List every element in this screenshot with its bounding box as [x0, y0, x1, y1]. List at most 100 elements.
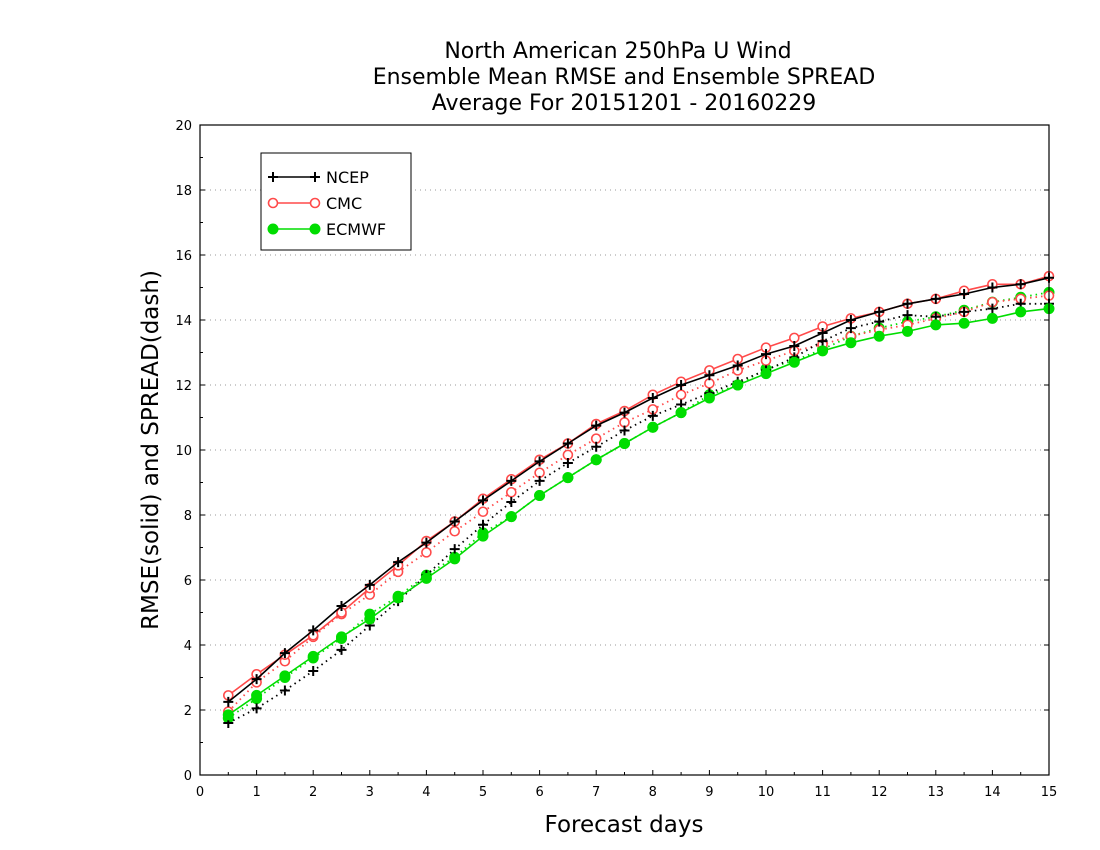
- ecmwf-rmse-point: [873, 330, 885, 342]
- ncep-rmse-point: [874, 306, 885, 317]
- cmc-spread-point: [477, 506, 489, 518]
- chart-title: North American 250hPa U Wind Ensemble Me…: [373, 39, 876, 116]
- ecmwf-rmse-point: [449, 553, 461, 565]
- ecmwf-rmse-point: [590, 454, 602, 466]
- ncep-rmse-point: [336, 601, 347, 611]
- ncep-rmse-point: [817, 328, 828, 338]
- x-tick-label-9: 9: [705, 785, 713, 800]
- legend-label-ncep: NCEP: [326, 168, 369, 187]
- ncep-spread-point: [534, 475, 545, 486]
- ncep-spread-point: [506, 497, 517, 507]
- y-axis-label: RMSE(solid) and SPREAD(dash): [138, 270, 164, 630]
- ncep-spread-point: [478, 519, 488, 530]
- cmc-rmse-line: [227, 275, 1050, 697]
- ncep-rmse-point: [308, 625, 319, 636]
- series-ecmwf-rmse: [222, 303, 1055, 721]
- y-tick-label-4: 4: [184, 639, 192, 654]
- ecmwf-rmse-point: [562, 472, 574, 484]
- ncep-spread-line: [227, 302, 1049, 724]
- ncep-rmse-point: [449, 516, 460, 527]
- ecmwf-rmse-point: [958, 317, 970, 329]
- y-tick-label-20: 20: [175, 119, 192, 134]
- ecmwf-rmse-point: [817, 345, 829, 357]
- ecmwf-spread-line: [227, 291, 1050, 719]
- ecmwf-rmse-point: [420, 572, 432, 584]
- ncep-rmse-point: [902, 298, 913, 309]
- cmc-spread-line: [227, 294, 1050, 713]
- x-tick-label-13: 13: [928, 785, 945, 800]
- x-tick-label-0: 0: [196, 785, 204, 800]
- ecmwf-rmse-point: [986, 312, 998, 324]
- ncep-rmse-point: [506, 475, 517, 486]
- ncep-rmse-point: [930, 293, 941, 304]
- y-tick-label-6: 6: [184, 574, 192, 589]
- y-tick-label-10: 10: [175, 444, 192, 459]
- chart-title-line-2: Ensemble Mean RMSE and Ensemble SPREAD: [373, 65, 876, 90]
- ncep-rmse-point: [761, 349, 771, 360]
- ecmwf-rmse-point: [364, 613, 376, 625]
- x-tick-label-5: 5: [479, 785, 487, 800]
- y-tick-label-14: 14: [175, 314, 192, 329]
- ecmwf-rmse-point: [336, 631, 347, 643]
- legend-marker-ncep: [268, 172, 278, 182]
- ecmwf-rmse-point: [647, 421, 659, 433]
- series-layer: [222, 270, 1055, 728]
- legend-marker-ncep: [310, 172, 320, 182]
- x-tick-label-15: 15: [1041, 785, 1058, 800]
- legend-box: [260, 152, 412, 251]
- ncep-rmse-point: [393, 557, 404, 568]
- x-tick-label-11: 11: [814, 785, 831, 800]
- x-tick-label-1: 1: [252, 785, 260, 800]
- legend-marker-ecmwf: [309, 223, 321, 235]
- ncep-spread-point: [279, 685, 290, 696]
- ncep-spread-point: [959, 306, 970, 317]
- ncep-rmse-point: [1015, 279, 1026, 290]
- y-tick-label-18: 18: [175, 184, 192, 199]
- ncep-rmse-point: [959, 289, 970, 299]
- legend-item-cmc: CMC: [267, 194, 362, 213]
- cmc-spread-point: [421, 547, 432, 558]
- ncep-rmse-line: [227, 277, 1050, 703]
- ncep-rmse-point: [987, 282, 998, 293]
- ecmwf-rmse-point: [760, 368, 772, 380]
- chart-title-line-1: North American 250hPa U Wind: [444, 39, 791, 64]
- ncep-spread-point: [647, 410, 658, 421]
- x-tick-label-4: 4: [422, 785, 430, 800]
- ecmwf-rmse-point: [307, 650, 319, 662]
- x-tick-label-2: 2: [309, 785, 317, 800]
- x-tick-label-7: 7: [592, 785, 600, 800]
- x-tick-label-3: 3: [366, 785, 374, 800]
- ncep-rmse-point: [364, 579, 375, 590]
- ecmwf-rmse-point: [1015, 306, 1027, 318]
- ncep-rmse-point: [619, 407, 630, 418]
- ecmwf-rmse-point: [477, 530, 489, 542]
- cmc-spread-point: [505, 486, 517, 498]
- ecmwf-rmse-point: [675, 407, 687, 419]
- ncep-rmse-point: [421, 537, 432, 548]
- x-tick-label-6: 6: [535, 785, 543, 800]
- ncep-spread-point: [987, 303, 998, 314]
- ecmwf-rmse-point: [251, 689, 263, 701]
- ncep-spread-point: [308, 666, 319, 676]
- ecmwf-rmse-line: [227, 307, 1050, 716]
- ncep-rmse-point: [478, 495, 488, 506]
- ecmwf-rmse-point: [902, 325, 913, 337]
- ncep-spread-point: [449, 544, 460, 555]
- ncep-spread-point: [902, 310, 913, 321]
- ncep-rmse-point: [251, 674, 262, 685]
- ecmwf-rmse-point: [845, 337, 857, 349]
- ecmwf-rmse-point: [788, 356, 800, 368]
- x-axis-label: Forecast days: [545, 812, 704, 838]
- y-tick-label-8: 8: [184, 509, 192, 524]
- ecmwf-rmse-point: [222, 709, 234, 721]
- chart-title-line-3: Average For 20151201 - 20160229: [432, 91, 817, 116]
- ncep-rmse-point: [562, 438, 573, 449]
- x-tick-label-14: 14: [984, 785, 1001, 800]
- ncep-rmse-point: [845, 315, 856, 325]
- ncep-rmse-point: [223, 696, 234, 707]
- ncep-spread-point: [251, 703, 262, 714]
- ecmwf-rmse-point: [279, 670, 291, 682]
- legend-marker-cmc: [309, 197, 321, 209]
- gridlines: [200, 189, 1049, 711]
